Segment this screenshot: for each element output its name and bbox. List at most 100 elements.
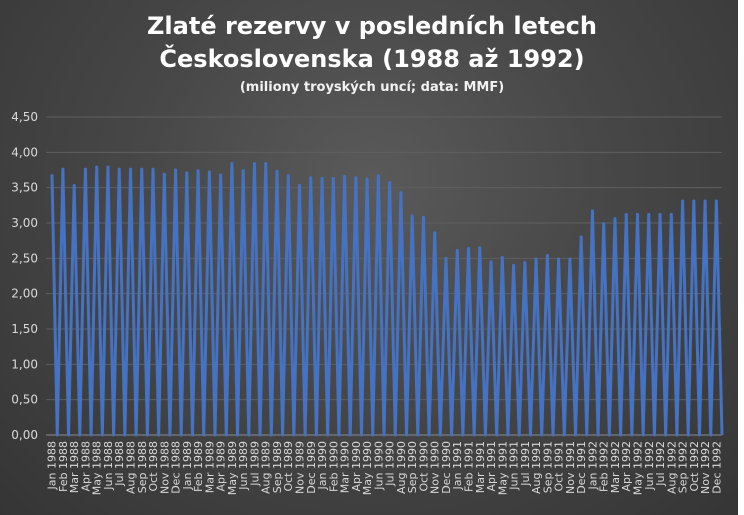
x-tick-label: Sep 1992 [677,441,690,493]
x-tick-label: Dec 1989 [305,441,318,494]
data-point [647,213,651,217]
y-tick-label: 4,50 [11,110,38,124]
x-tick-label: Feb 1991 [463,441,476,492]
x-tick-label: May 1991 [496,441,509,495]
y-tick-label: 3,00 [11,216,38,230]
data-point [692,199,696,203]
data-point [241,169,245,173]
data-point [207,170,211,174]
y-tick-label: 0,50 [11,393,38,407]
data-point [624,213,628,217]
data-point [95,165,99,169]
data-point [129,167,132,171]
data-point [613,217,617,221]
x-tick-label: Jan 1988 [46,441,59,490]
x-tick-label: Oct 1988 [147,441,160,492]
x-tick-label: Apr 1992 [620,441,633,492]
data-point [174,168,178,172]
x-tick-label: Jun 1989 [237,441,250,491]
x-tick-label: Jul 1990 [384,441,397,487]
data-point [354,176,358,180]
x-tick-label: Nov 1992 [699,441,712,494]
y-tick-label: 3,50 [11,181,38,195]
data-point [669,213,673,217]
data-point [534,257,538,261]
x-tick-label: Nov 1991 [564,441,577,494]
x-tick-label: Mar 1989 [203,441,216,493]
x-tick-label: Feb 1992 [598,441,611,492]
x-tick-label: May 1989 [226,441,239,495]
data-point [455,249,459,253]
y-tick-label: 0,00 [11,428,38,442]
series-line [50,162,724,437]
data-point [557,257,561,261]
data-point [421,215,425,219]
x-tick-label: Feb 1989 [192,441,205,492]
data-point [230,162,234,166]
x-tick-label: Jan 1990 [316,441,329,490]
x-tick-label: May 1988 [91,441,104,495]
chart-subtitle: (miliony troyských uncí; data: MMF) [239,80,505,95]
data-point [636,213,639,217]
x-tick-label: Apr 1990 [350,441,363,492]
x-tick-label: Jun 1992 [643,441,656,491]
data-point [275,169,279,173]
x-tick-label: Mar 1988 [68,441,81,493]
x-tick-label: Mar 1990 [339,441,352,493]
y-tick-label: 2,00 [11,287,38,301]
x-tick-label: Aug 1990 [395,441,408,494]
data-point [343,174,347,178]
x-tick-label: Feb 1988 [57,441,70,492]
data-point [252,162,256,166]
data-point [602,222,606,226]
x-tick-label: Jul 1991 [519,441,532,487]
y-tick-label: 1,00 [11,357,38,371]
data-point [162,172,166,176]
data-point [388,181,392,185]
data-point [545,254,549,258]
x-tick-label: Aug 1989 [260,441,273,494]
x-tick-label: Jul 1988 [113,441,126,487]
x-tick-label: Mar 1992 [609,441,622,493]
chart-title-line-1: Zlaté rezervy v posledních letech [147,12,597,40]
x-tick-label: Nov 1988 [158,441,171,494]
data-point [714,199,718,203]
data-point [83,167,87,171]
x-tick-label: Aug 1991 [530,441,543,494]
x-tick-label: Jun 1988 [102,441,115,491]
data-point [467,246,470,250]
x-tick-label: Jun 1990 [372,441,385,491]
data-point [298,184,301,188]
x-tick-label: Oct 1989 [282,441,295,492]
data-point [309,176,313,180]
right-edge-strip [738,0,744,515]
y-tick-label: 2,50 [11,251,38,265]
x-tick-label: Oct 1992 [688,441,701,492]
data-point [410,214,414,218]
x-tick-label: Nov 1990 [429,441,442,494]
data-point [72,184,76,188]
data-point [523,261,527,265]
x-tick-label: Aug 1992 [665,441,678,494]
data-point [219,173,223,177]
x-tick-label: Sep 1989 [271,441,284,493]
data-point [444,256,448,260]
data-point [590,209,594,213]
data-point [106,165,110,169]
y-tick-label: 4,00 [11,145,38,159]
x-tick-label: Apr 1989 [215,441,228,492]
x-tick-label: Aug 1988 [125,441,138,494]
x-tick-label: Mar 1991 [474,441,487,493]
x-tick-label: Dec 1990 [440,441,453,494]
data-point [61,167,65,171]
data-point [433,231,437,235]
x-tick-label: Jan 1992 [586,441,599,490]
x-tick-label: Apr 1988 [79,441,92,492]
data-point [50,174,54,178]
data-point [500,256,504,260]
data-point [681,199,685,203]
x-tick-label: May 1992 [632,441,645,495]
x-tick-label: May 1990 [361,441,374,495]
